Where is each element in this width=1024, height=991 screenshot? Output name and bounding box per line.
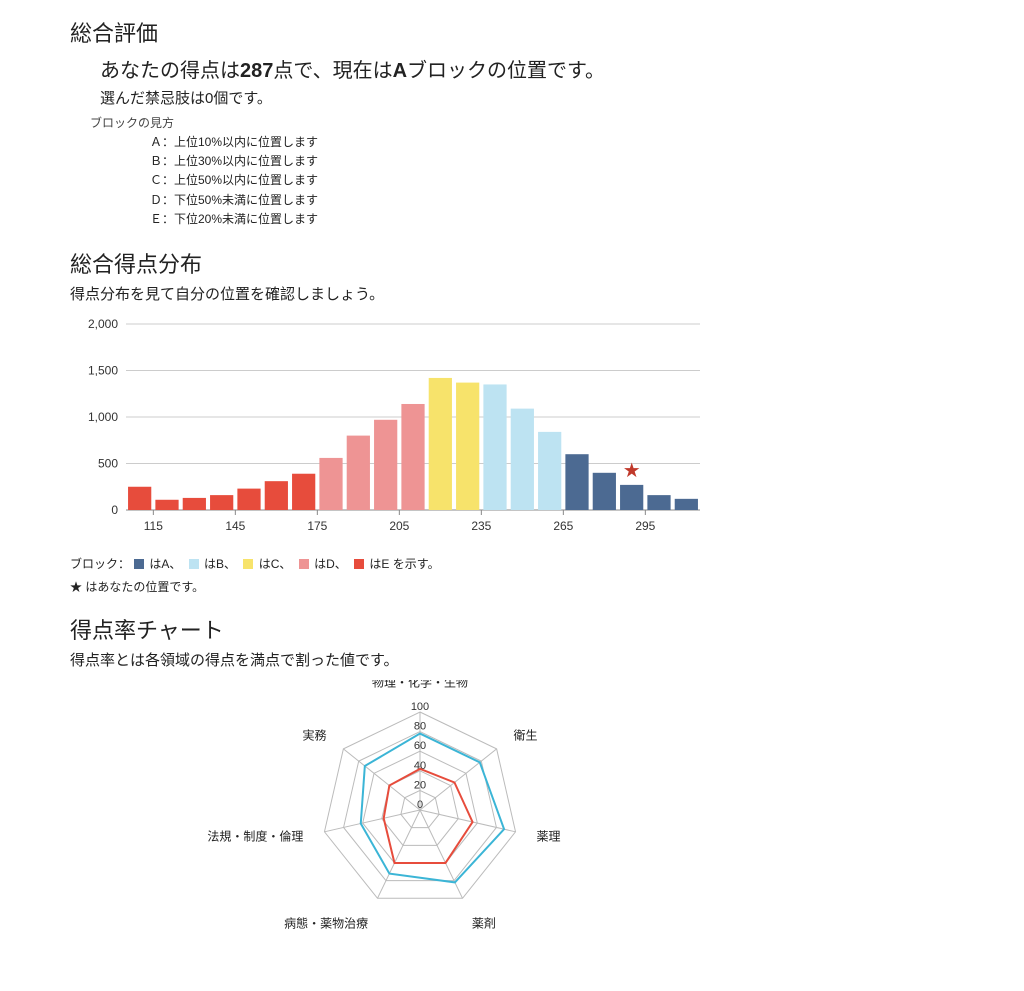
radar-series: [361, 733, 504, 882]
block-legend-swatch: [299, 559, 309, 569]
block-legend-label: はC、: [255, 557, 294, 571]
block-legend-swatch: [354, 559, 364, 569]
histogram-bar: [565, 454, 588, 510]
your-position-star-icon: ★: [623, 460, 641, 482]
histogram-bar: [265, 481, 288, 510]
score-block: A: [393, 60, 407, 82]
histogram-bar: [456, 383, 479, 510]
radar-svg: 020406080100物理・化学・生物衛生薬理薬剤病態・薬物治療法規・制度・倫…: [70, 680, 770, 970]
svg-text:0: 0: [111, 503, 118, 517]
radar-ring-label: 60: [414, 740, 426, 752]
score-suffix: ブロックの位置です。: [407, 60, 605, 82]
svg-text:1,500: 1,500: [88, 363, 118, 377]
legend-item: Ａ：上位10%以内に位置します: [150, 133, 954, 152]
block-legend-label: はB、: [201, 557, 240, 571]
histogram-bar: [210, 495, 233, 510]
legend-head: ブロックの見方: [90, 114, 954, 131]
histogram-bar: [401, 404, 424, 510]
histogram-bar: [647, 495, 670, 510]
legend-item: Ｄ：下位50%未満に位置します: [150, 191, 954, 210]
legend-item: Ｃ：上位50%以内に位置します: [150, 171, 954, 190]
radar-chart: 020406080100物理・化学・生物衛生薬理薬剤病態・薬物治療法規・制度・倫…: [70, 680, 954, 975]
svg-text:265: 265: [553, 519, 573, 533]
radar-series: [384, 769, 473, 863]
radar-axis-label: 法規・制度・倫理: [207, 829, 303, 844]
histogram-bar: [183, 498, 206, 510]
histogram-chart: 0 500 1,000 1,500 2,000 115 145 175 205 235 265 295…: [70, 314, 954, 549]
histogram-desc: 得点分布を見て自分の位置を確認しましょう。: [70, 283, 954, 304]
histogram-bar: [347, 436, 370, 510]
svg-text:2,000: 2,000: [88, 317, 118, 331]
radar-axis-label: 物理・化学・生物: [372, 680, 468, 689]
histogram-bar: [155, 500, 178, 510]
radar-desc: 得点率とは各領域の得点を満点で割った値です。: [70, 649, 954, 670]
histogram-star-note: ★ はあなたの位置です。: [70, 578, 954, 595]
histogram-bar: [511, 409, 534, 510]
radar-ring-label: 0: [417, 799, 423, 811]
svg-text:205: 205: [389, 519, 409, 533]
histogram-bar: [483, 384, 506, 510]
page-title: 総合評価: [70, 16, 954, 48]
forbidden-line: 選んだ禁忌肢は0個です。: [100, 87, 954, 108]
radar-axis-label: 薬剤: [472, 916, 496, 931]
histogram-svg: 0 500 1,000 1,500 2,000 115 145 175 205 235 265 295…: [70, 314, 710, 544]
svg-text:1,000: 1,000: [88, 410, 118, 424]
block-legend-swatch: [243, 559, 253, 569]
block-legend-label: はE: [366, 557, 393, 571]
histogram-bar: [429, 378, 452, 510]
block-legend-swatch: [189, 559, 199, 569]
radar-axis-label: 衛生: [513, 728, 537, 742]
block-legend-label: はD、: [311, 557, 350, 571]
histogram-title: 総合得点分布: [70, 247, 954, 279]
svg-text:145: 145: [225, 519, 245, 533]
block-legend-list: Ａ：上位10%以内に位置しますＢ：上位30%以内に位置しますＣ：上位50%以内に…: [150, 133, 954, 229]
legend-item: Ｂ：上位30%以内に位置します: [150, 152, 954, 171]
block-legend-swatch: [134, 559, 144, 569]
block-legend-suffix: を示す。: [393, 557, 440, 571]
radar-axis-label: 薬理: [537, 830, 561, 844]
radar-title: 得点率チャート: [70, 613, 954, 645]
histogram-bar: [675, 499, 698, 510]
histogram-bar: [128, 487, 151, 510]
score-prefix: あなたの得点は: [100, 60, 240, 82]
score-mid: 点で、現在は: [273, 60, 392, 82]
histogram-bar: [237, 489, 260, 510]
radar-ring-label: 100: [411, 701, 429, 713]
block-legend-label: はA、: [146, 557, 185, 571]
radar-axis-label: 病態・薬物治療: [284, 916, 368, 931]
radar-ring-label: 80: [414, 721, 426, 733]
histogram-bar: [538, 432, 561, 510]
svg-text:500: 500: [98, 456, 118, 470]
svg-text:175: 175: [307, 519, 327, 533]
svg-text:115: 115: [144, 519, 163, 533]
score-summary: あなたの得点は287点で、現在はAブロックの位置です。: [100, 54, 954, 83]
svg-text:295: 295: [635, 519, 655, 533]
histogram-bar: [593, 473, 616, 510]
score-value: 287: [240, 60, 273, 82]
legend-item: Ｅ：下位20%未満に位置します: [150, 210, 954, 229]
histogram-bar: [292, 474, 315, 510]
histogram-block-legend: ブロック： はA、 はB、 はC、 はD、 はE を示す。: [70, 555, 954, 572]
histogram-bar: [319, 458, 342, 510]
svg-text:235: 235: [471, 519, 491, 533]
histogram-bar: [374, 420, 397, 510]
radar-axis-label: 実務: [303, 727, 327, 742]
histogram-bar: [620, 485, 643, 510]
block-legend-prefix: ブロック：: [70, 557, 130, 571]
radar-ring-label: 20: [414, 779, 426, 791]
